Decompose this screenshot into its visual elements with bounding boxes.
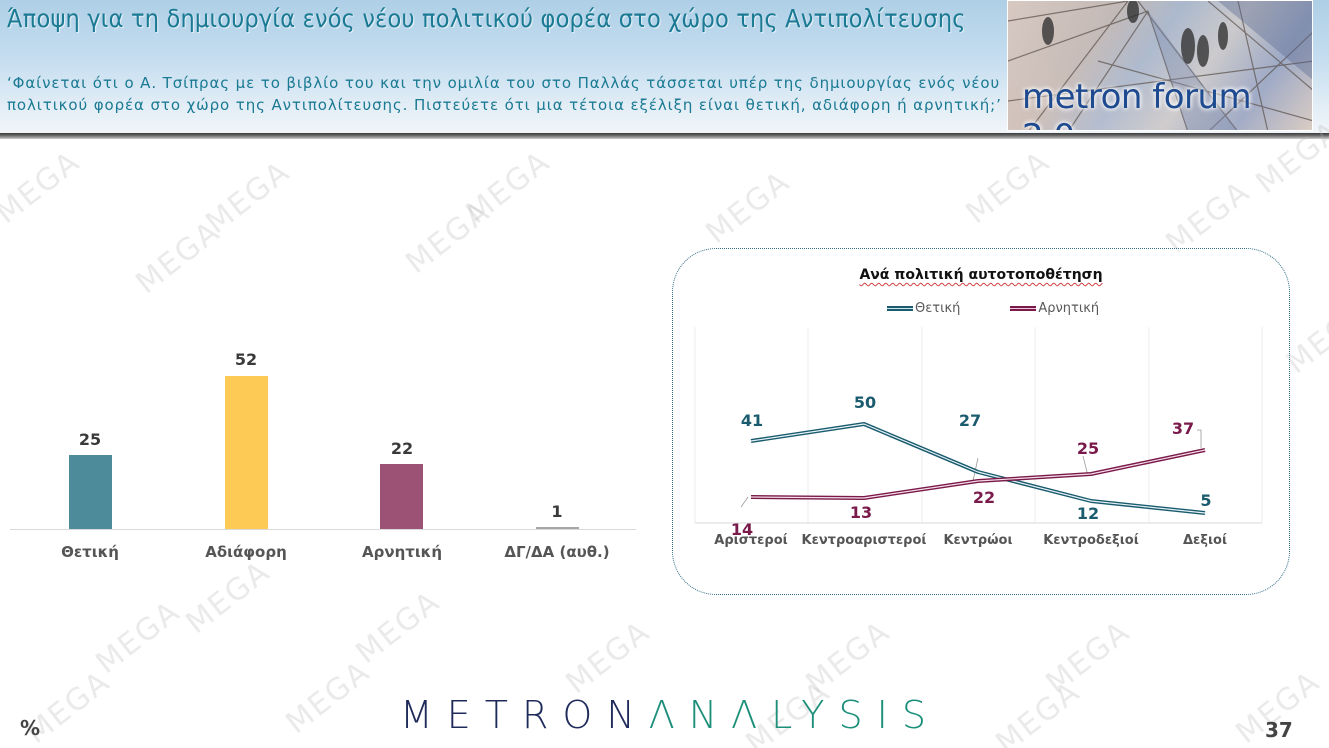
political-placement-panel: Ανά πολιτική αυτοτοποθέτηση Θετική Αρνητ…	[672, 248, 1290, 595]
watermark: MEGA	[279, 653, 378, 742]
metron-forum-logo: metron forum 2.0	[1007, 0, 1313, 131]
bar-dk-na	[536, 527, 579, 530]
line-plot	[694, 327, 1263, 524]
glass-roof-graphic	[1008, 1, 1312, 130]
page-number: 37	[1265, 718, 1293, 742]
bar-category-positive: Θετική	[61, 543, 119, 561]
watermark: MEGA	[959, 143, 1058, 232]
chart-legend: Θετική Αρνητική	[887, 301, 1099, 316]
watermark: MEGA	[989, 673, 1088, 748]
watermark: MEGA	[199, 153, 298, 242]
bar-value-negative: 22	[390, 439, 414, 458]
watermark: MEGA	[699, 163, 798, 252]
bar-value-positive: 25	[78, 430, 102, 449]
bar-value-dk-na: 1	[551, 502, 563, 521]
unit-label: %	[20, 716, 41, 740]
logo-text: metron forum 2.0	[1022, 77, 1252, 130]
label-negative-right: 37	[1171, 419, 1195, 438]
question-text: ‘Φαίνεται ότι ο Α. Τσίπρας με το βιβλίο …	[7, 74, 1002, 114]
label-positive-center: 27	[958, 411, 982, 430]
line-chart-title-text: Ανά πολιτική αυτοτοποθέτηση	[859, 267, 1103, 283]
legend-swatch-positive	[887, 306, 913, 311]
legend-item-positive: Θετική	[887, 301, 960, 316]
bar-negative	[380, 464, 423, 530]
label-positive-right: 5	[1200, 491, 1212, 510]
x-axis	[10, 529, 636, 530]
watermark: MEGA	[1039, 613, 1138, 702]
watermark: MEGA	[559, 613, 658, 702]
category-center-right: Κεντροδεξιοί	[1043, 533, 1139, 548]
label-negative-left: 14	[730, 520, 754, 539]
header-divider	[0, 133, 1329, 139]
label-negative-center-right: 25	[1076, 439, 1100, 458]
watermark: MEGA	[0, 143, 88, 232]
slide-title: Άποψη για τη δημιουργία ενός νέου πολιτι…	[7, 4, 966, 33]
watermark: MEGA	[349, 583, 448, 672]
metron-analysis-logo: METRON ΛNΛLYSIS	[400, 690, 930, 740]
line-chart-title: Ανά πολιτική αυτοτοποθέτηση	[673, 267, 1289, 283]
category-center: Κεντρώοι	[943, 533, 1013, 548]
brand-part-metron: METRON	[400, 693, 649, 737]
category-left: Αριστεροί	[714, 533, 788, 548]
label-positive-left: 41	[740, 411, 764, 430]
bar-indifferent	[225, 376, 268, 530]
bar-positive	[69, 455, 112, 530]
category-center-left: Κεντροαριστεροί	[801, 533, 927, 548]
category-right: Δεξιοί	[1182, 533, 1228, 548]
label-positive-center-right: 12	[1076, 504, 1100, 523]
legend-item-negative: Αρνητική	[1010, 301, 1099, 316]
bar-category-negative: Αρνητική	[362, 543, 442, 561]
overall-bar-chart: 25 Θετική 52 Αδιάφορη 22 Αρνητική 1 ΔΓ/Δ…	[10, 340, 636, 570]
watermark: MEGA	[129, 213, 228, 302]
label-positive-center-left: 50	[853, 393, 877, 412]
brand-part-analysis: ΛNΛLYSIS	[648, 693, 940, 737]
legend-label-negative: Αρνητική	[1038, 301, 1100, 316]
watermark: MEGA	[399, 193, 498, 282]
legend-label-positive: Θετική	[915, 301, 961, 316]
legend-swatch-negative	[1010, 306, 1037, 311]
bar-category-dk-na: ΔΓ/ΔΑ (αυθ.)	[504, 543, 610, 561]
watermark: MEGA	[89, 593, 188, 682]
label-negative-center-left: 13	[849, 503, 873, 522]
label-negative-center: 22	[972, 488, 996, 507]
watermark: MEGA	[799, 613, 898, 702]
bar-value-indifferent: 52	[234, 350, 258, 369]
watermark: MEGA	[459, 143, 558, 232]
bar-category-indifferent: Αδιάφορη	[205, 543, 287, 561]
